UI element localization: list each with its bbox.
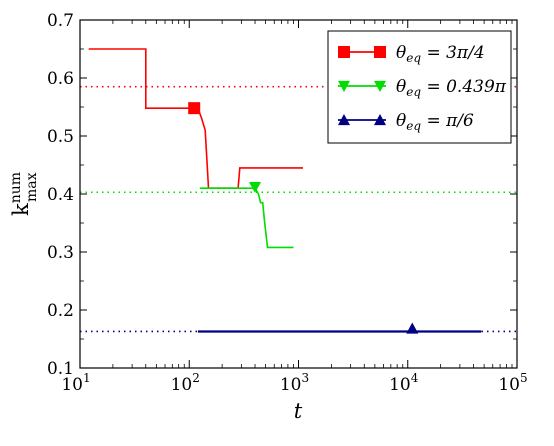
x-tick-label: 105	[498, 371, 527, 395]
legend-label-2: θeq = 0.439π	[396, 77, 507, 99]
x-tick-label: 104	[389, 371, 419, 395]
legend-marker-right-3	[374, 114, 386, 126]
x-tick-label: 101	[61, 371, 90, 395]
y-tick-label: 0.4	[47, 185, 74, 205]
axis-ticks	[79, 19, 518, 369]
legend-marker-right-2	[374, 80, 386, 92]
y-tick-label: 0.2	[47, 301, 74, 321]
svg-text:knummax: knummax	[8, 172, 40, 216]
y-tick-label: 0.3	[47, 243, 74, 263]
axis-tick-labels: 0.1 0.2 0.3 0.4 0.5 0.6 0.7 101 102 103 104 105	[47, 11, 528, 395]
legend-marker-left-3	[338, 114, 350, 126]
y-tick-label: 0.5	[47, 127, 74, 147]
y-axis-label-sub: max	[24, 172, 40, 202]
y-tick-label: 0.6	[47, 69, 74, 89]
series-markers	[188, 102, 419, 334]
series-marker-3	[406, 322, 419, 334]
y-axis-label: knummax	[8, 172, 40, 216]
legend-label-3: θeq = π/6	[396, 111, 474, 133]
legend-marker-left-2	[338, 80, 350, 92]
y-tick-label: 0.7	[47, 11, 74, 31]
y-axis-label-base: k	[9, 203, 33, 216]
legend-label-1: θeq = 3π/4	[396, 43, 485, 65]
series-marker-2	[249, 181, 262, 194]
legend: θeq = 3π/4 θeq = 0.439π θeq = π/6	[327, 30, 512, 144]
x-tick-label: 103	[280, 371, 309, 395]
legend-box	[327, 30, 512, 144]
x-tick-label: 102	[171, 371, 200, 395]
x-axis-label: t	[294, 399, 303, 423]
y-tick-label: 0.1	[47, 359, 74, 379]
series-marker-1	[188, 102, 201, 115]
legend-marker-left-1	[338, 46, 350, 58]
y-axis-label-sup: num	[8, 172, 24, 203]
legend-marker-right-1	[374, 46, 386, 58]
series-line-1	[88, 48, 303, 189]
